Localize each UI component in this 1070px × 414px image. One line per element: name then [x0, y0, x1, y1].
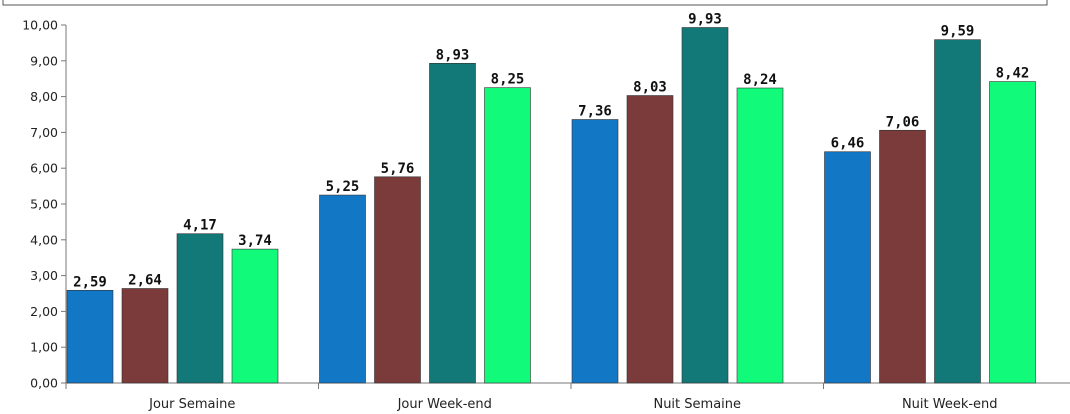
bar [319, 194, 366, 384]
bar [626, 95, 674, 384]
bars [66, 27, 1036, 384]
y-tick-label: 0,00 [30, 376, 58, 391]
data-label: 7,06 [886, 114, 920, 130]
y-tick-label: 3,00 [30, 268, 58, 283]
bar [484, 87, 531, 384]
chart-top-frame [2, 0, 1048, 6]
y-tick-label: 10,00 [22, 18, 58, 33]
bar [681, 27, 729, 384]
x-category-label: Nuit Semaine [653, 397, 741, 412]
data-label: 8,42 [996, 66, 1030, 82]
y-tick-label: 6,00 [30, 161, 58, 176]
x-axis: Jour Semaine Jour Week-end Nuit Semaine Nui… [65, 382, 1070, 412]
data-label: 8,24 [743, 72, 777, 88]
bar [231, 248, 279, 384]
y-tick-label: 5,00 [30, 197, 58, 212]
bar [934, 39, 981, 384]
data-label: 4,17 [183, 218, 217, 234]
data-label: 3,74 [238, 233, 272, 249]
x-category-label: Nuit Week-end [902, 397, 998, 412]
bar [571, 119, 619, 384]
data-label: 9,93 [688, 12, 722, 28]
x-category-label: Jour Semaine [148, 397, 235, 412]
y-tick-label: 4,00 [30, 232, 58, 247]
data-label: 8,93 [436, 47, 470, 63]
data-label: 8,25 [491, 72, 525, 88]
y-axis: 0,00 1,00 2,00 3,00 4,00 5,00 6,00 7,00 8,00 9,00… [22, 18, 67, 391]
data-label: 7,36 [578, 104, 612, 120]
data-labels: 2,59 2,64 4,17 3,74 5,25 5,76 8,93 8,25 7,36 8,03… [73, 12, 1029, 291]
y-tick-label: 8,00 [30, 89, 58, 104]
x-category-label: Jour Week-end [397, 397, 492, 412]
bar [429, 63, 476, 384]
data-label: 2,59 [73, 274, 107, 290]
bar [989, 81, 1036, 384]
bar [176, 233, 224, 384]
data-label: 8,03 [633, 80, 667, 96]
data-label: 5,76 [381, 161, 415, 177]
y-tick-label: 9,00 [30, 53, 58, 68]
y-tick-label: 2,00 [30, 304, 58, 319]
data-label: 9,59 [941, 24, 975, 40]
bar [879, 129, 926, 384]
bar [824, 151, 871, 384]
data-label: 6,46 [831, 136, 865, 152]
data-label: 2,64 [128, 272, 162, 288]
y-tick-label: 7,00 [30, 125, 58, 140]
bar [121, 288, 169, 384]
bar [66, 289, 114, 384]
bar [736, 87, 784, 384]
data-label: 5,25 [326, 179, 360, 195]
y-tick-label: 1,00 [30, 340, 58, 355]
bar [374, 176, 421, 384]
